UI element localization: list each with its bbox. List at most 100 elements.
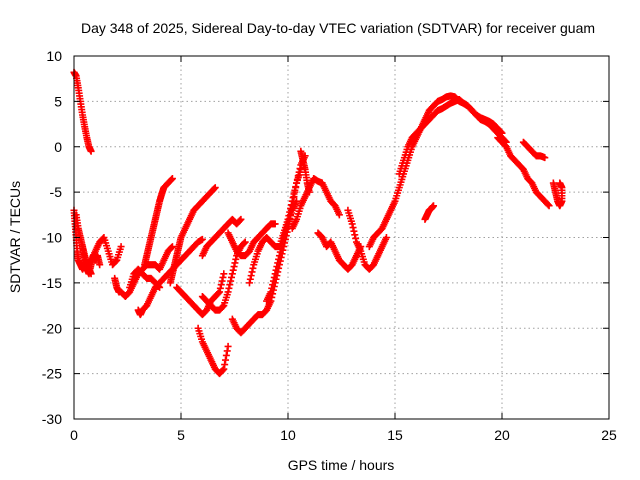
- series-arc-13: [224, 220, 279, 260]
- series-arc-17: [288, 175, 343, 232]
- series-arc-25: [519, 138, 549, 162]
- data-point: [278, 241, 286, 249]
- data-point: [241, 238, 249, 246]
- data-point: [541, 154, 549, 162]
- data-point: [222, 356, 230, 364]
- data-point: [219, 302, 227, 310]
- data-point: [219, 273, 227, 281]
- data-point: [290, 190, 298, 198]
- data-point: [269, 277, 277, 285]
- data-point: [218, 277, 226, 285]
- data-point: [271, 270, 279, 278]
- data-point: [291, 186, 299, 194]
- data-point: [270, 273, 278, 281]
- data-point: [236, 216, 244, 224]
- series-arc-26: [549, 179, 566, 210]
- x-tick-label: 10: [280, 427, 296, 443]
- series-arc-9: [173, 270, 228, 319]
- data-points: [70, 68, 566, 378]
- y-tick-label: 5: [54, 93, 62, 109]
- data-point: [240, 239, 248, 247]
- data-point: [275, 255, 283, 263]
- data-point: [498, 129, 506, 137]
- data-point: [211, 184, 219, 192]
- data-point: [293, 197, 301, 205]
- series-arc-21: [365, 92, 510, 251]
- series-arc-1: [70, 68, 95, 155]
- series-arc-23: [421, 202, 438, 223]
- data-point: [221, 361, 229, 369]
- x-tick-label: 0: [70, 427, 78, 443]
- data-point: [430, 202, 438, 210]
- data-point: [230, 263, 238, 271]
- data-point: [216, 288, 224, 296]
- data-point: [305, 188, 313, 196]
- data-point: [215, 289, 223, 297]
- data-point: [224, 288, 232, 296]
- data-point: [277, 244, 285, 252]
- data-point: [112, 257, 120, 265]
- data-point: [232, 255, 240, 263]
- data-point: [96, 261, 104, 269]
- data-point: [198, 235, 206, 243]
- data-point: [268, 284, 276, 292]
- data-point: [556, 179, 564, 187]
- data-point: [220, 270, 228, 278]
- data-point: [231, 259, 239, 267]
- data-point: [545, 202, 553, 210]
- data-point: [226, 281, 234, 289]
- data-point: [275, 252, 283, 260]
- y-tick-label: -20: [42, 320, 62, 336]
- axis-ticks: 0 5 10 15 20 25 -30 -25 -20 -15 -10 -5 0 5 10: [42, 48, 617, 443]
- data-point: [224, 342, 232, 350]
- data-point: [155, 283, 163, 291]
- data-point: [271, 220, 279, 228]
- y-tick-label: -15: [42, 275, 62, 291]
- data-point: [227, 277, 235, 285]
- data-point: [350, 227, 358, 235]
- data-point: [276, 248, 284, 256]
- data-point: [349, 224, 357, 232]
- series-arc-4: [111, 243, 176, 300]
- series-arc-27: [79, 243, 104, 278]
- data-point: [228, 270, 236, 278]
- data-point: [168, 243, 176, 251]
- series-arc-20: [344, 206, 390, 273]
- series-arc-19: [314, 229, 365, 273]
- grid: [74, 56, 609, 419]
- data-point: [217, 281, 225, 289]
- data-point: [223, 347, 231, 355]
- data-point: [274, 259, 282, 267]
- chart-title: Day 348 of 2025, Sidereal Day-to-day VTE…: [81, 20, 595, 36]
- data-point: [228, 273, 236, 281]
- data-point: [237, 215, 245, 223]
- data-point: [249, 264, 257, 272]
- y-tick-label: -25: [42, 366, 62, 382]
- data-point: [87, 147, 95, 155]
- data-point: [117, 243, 125, 251]
- series-arc-5: [134, 235, 206, 319]
- x-tick-label: 25: [601, 427, 617, 443]
- data-point: [248, 268, 256, 276]
- series-arc-22: [395, 96, 506, 178]
- series-arc-16: [263, 197, 301, 305]
- x-tick-label: 20: [494, 427, 510, 443]
- y-tick-label: 10: [46, 48, 62, 64]
- data-point: [222, 351, 230, 359]
- data-point: [269, 281, 277, 289]
- data-point: [267, 288, 275, 296]
- data-point: [292, 183, 300, 191]
- data-point: [210, 184, 218, 192]
- data-point: [156, 283, 164, 291]
- data-point: [289, 194, 297, 202]
- series-arc-11: [198, 238, 249, 314]
- y-axis-label: SDTVAR / TECUs: [7, 181, 23, 293]
- data-point: [247, 272, 255, 280]
- data-point: [279, 237, 287, 245]
- data-point: [351, 231, 359, 239]
- data-point: [348, 220, 356, 228]
- data-point: [225, 284, 233, 292]
- series-arc-12: [198, 215, 245, 260]
- data-point: [229, 266, 237, 274]
